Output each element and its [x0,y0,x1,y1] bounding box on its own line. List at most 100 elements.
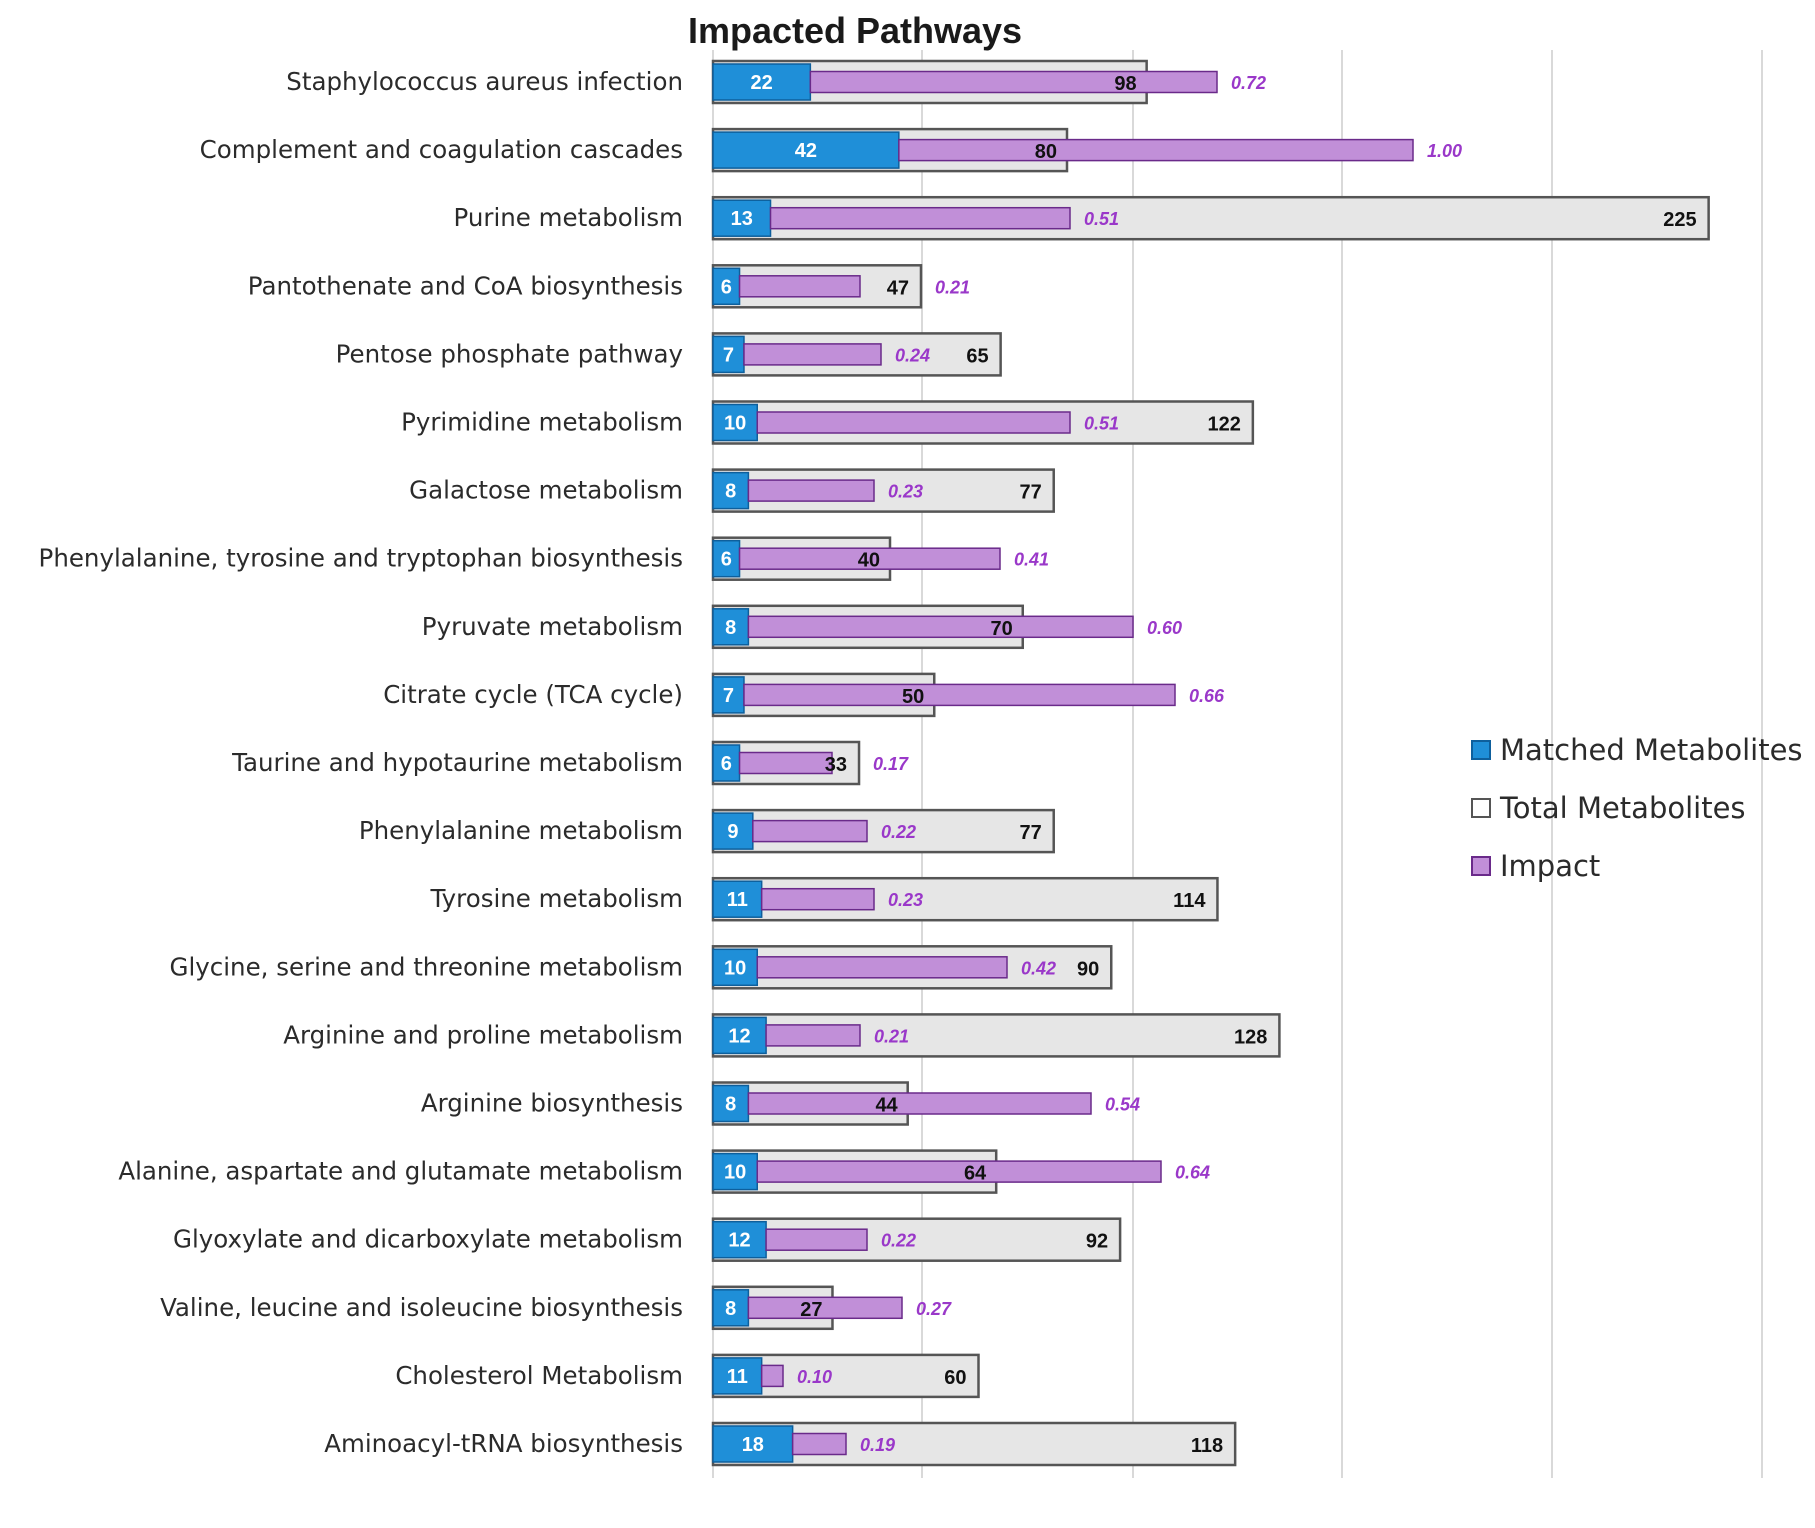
impact-value-label: 0.22 [881,1231,916,1251]
matched-value-label: 8 [725,1094,736,1116]
impact-bar [743,343,882,366]
matched-metabolites-bar [712,744,741,782]
impact-bar [765,1024,861,1047]
legend-swatch [1471,740,1491,760]
matched-value-label: 7 [723,344,734,366]
impact-bar [791,1432,847,1456]
impact-bar [752,819,868,843]
impact-bar [765,1228,868,1251]
total-value-label: 44 [875,1095,898,1117]
impact-value-label: 0.72 [1231,73,1266,93]
impact-bar [747,615,1134,639]
category-label: Cholesterol Metabolism [395,1361,683,1390]
matched-metabolites-bar [712,539,741,578]
total-value-label: 114 [1173,890,1206,912]
impact-bar [756,1160,1162,1183]
total-value-label: 118 [1191,1435,1223,1457]
impact-bar [747,1092,1092,1115]
legend: Matched Metabolites Total Metabolites Impa… [1471,733,1803,883]
pathway-row: 8 0.27 27 [711,1285,952,1331]
total-value-label: 33 [825,754,847,776]
pathway-row: 13 0.51 225 [711,195,1710,241]
matched-value-label: 11 [727,1366,748,1388]
pathway-row: 10 0.51 122 [711,400,1255,445]
category-label: Alanine, aspartate and glutamate metabol… [118,1157,683,1186]
total-value-label: 27 [800,1299,822,1321]
impact-bar [760,1364,784,1388]
impact-value-label: 0.21 [874,1026,909,1046]
matched-value-label: 10 [724,1162,746,1184]
pathway-row: 6 0.21 47 [711,264,970,309]
total-value-label: 70 [991,618,1013,640]
total-value-label: 80 [1035,141,1057,163]
category-label: Pyrimidine metabolism [401,408,683,437]
pathway-row: 12 0.21 128 [711,1013,1281,1058]
impact-bar [747,479,875,502]
category-labels: Staphylococcus aureus infection Complemen… [39,67,683,1458]
category-label: Galactose metabolism [409,476,683,505]
impact-value-label: 0.54 [1105,1095,1140,1115]
impact-value-label: 0.51 [1084,209,1119,229]
pathway-row: 8 0.60 70 [711,604,1182,650]
impact-value-label: 0.24 [895,345,930,365]
impact-value-label: 1.00 [1427,141,1462,161]
impact-value-label: 0.22 [881,822,916,842]
matched-metabolites-bar [712,1220,767,1259]
matched-value-label: 12 [728,1230,750,1252]
total-value-label: 77 [1019,822,1041,844]
category-label: Glyoxylate and dicarboxylate metabolism [173,1225,683,1254]
pathway-row: 11 0.23 114 [711,876,1219,922]
pathway-row: 10 0.64 64 [711,1149,1210,1194]
matched-value-label: 9 [727,821,738,843]
matched-value-label: 10 [724,413,746,435]
total-value-label: 50 [902,686,924,708]
total-value-label: 65 [966,345,988,367]
legend-label: Matched Metabolites [1500,733,1803,767]
category-label: Pyruvate metabolism [422,612,683,641]
total-value-label: 40 [858,550,880,572]
impact-bar [743,683,1176,707]
impact-value-label: 0.17 [873,754,909,774]
matched-metabolites-bar [712,199,772,237]
impact-value-label: 0.21 [935,277,970,297]
pathway-row: 42 1.00 80 [711,127,1462,173]
impact-bar [738,547,1001,570]
total-value-label: 122 [1207,414,1240,436]
matched-value-label: 7 [723,685,734,707]
pathway-row: 6 0.17 33 [711,740,909,786]
category-label: Pantothenate and CoA biosynthesis [248,271,683,300]
matched-value-label: 8 [725,481,736,503]
category-label: Staphylococcus aureus infection [286,67,683,96]
impact-value-label: 0.66 [1189,686,1225,706]
impact-bar [738,275,861,298]
total-value-label: 225 [1663,209,1696,231]
total-value-label: 90 [1077,958,1099,980]
matched-metabolites-bar [712,403,758,442]
impact-value-label: 0.23 [888,482,923,502]
pathway-row: 7 0.24 65 [711,332,1002,377]
impact-bar [809,70,1218,94]
category-label: Phenylalanine metabolism [359,816,683,845]
pathway-row: 9 0.22 77 [711,808,1055,854]
legend-label: Impact [1500,849,1600,883]
category-label: Purine metabolism [454,203,683,232]
matched-metabolites-bar [712,1425,794,1463]
legend-swatch [1471,856,1491,876]
impact-value-label: 0.41 [1014,550,1049,570]
pathway-row: 6 0.41 40 [711,536,1049,581]
impact-bar [769,206,1071,230]
pathway-row: 11 0.10 60 [711,1353,980,1399]
category-label: Aminoacyl-tRNA biosynthesis [324,1429,683,1458]
matched-metabolites-bar [712,1357,763,1395]
category-label: Pentose phosphate pathway [336,339,683,368]
matched-value-label: 6 [721,753,732,775]
impact-value-label: 0.51 [1084,414,1119,434]
matched-value-label: 8 [725,1298,736,1320]
matched-metabolites-bar [712,880,763,918]
category-label: Complement and coagulation cascades [200,135,683,164]
pathway-row: 8 0.54 44 [711,1081,1140,1126]
matched-value-label: 12 [728,1025,750,1047]
total-value-label: 47 [887,277,909,299]
total-value-label: 128 [1234,1026,1267,1048]
